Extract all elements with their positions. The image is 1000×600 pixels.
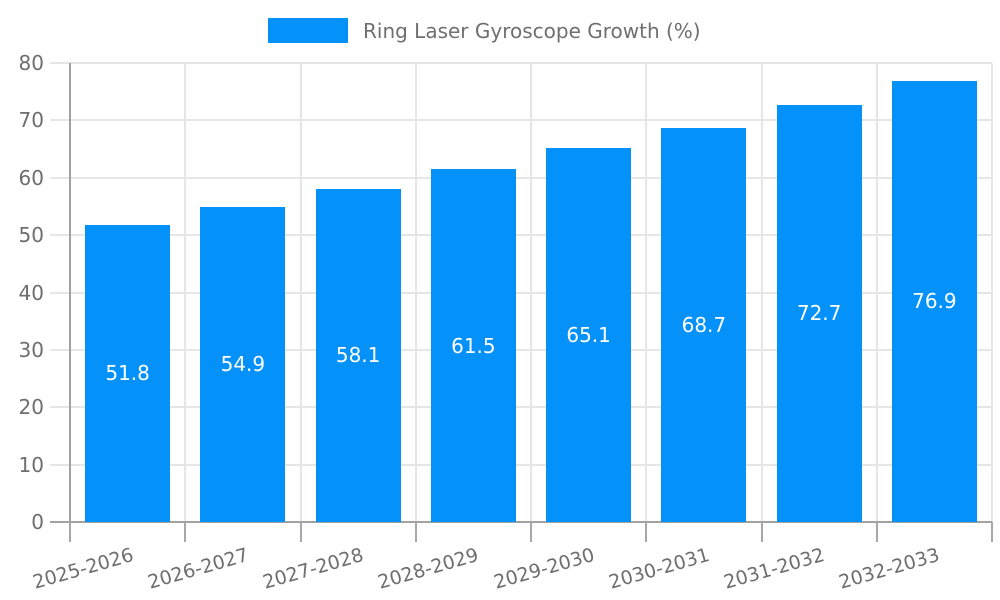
x-axis-line (50, 521, 992, 523)
v-gridline (530, 63, 532, 522)
legend[interactable]: Ring Laser Gyroscope Growth (%) (268, 18, 701, 43)
h-gridline (50, 62, 992, 64)
y-tick-label: 80 (18, 51, 44, 75)
bar: 51.8 (85, 224, 171, 522)
x-tick (69, 522, 71, 542)
y-tick-label: 70 (18, 108, 44, 133)
bar: 76.9 (891, 80, 977, 522)
y-tick-label: 50 (18, 223, 44, 248)
v-gridline (184, 63, 187, 522)
y-tick-label: 60 (18, 165, 44, 190)
x-tick (760, 522, 763, 542)
bar-value-label: 58.1 (335, 343, 381, 368)
bar-value-label: 65.1 (566, 323, 611, 348)
y-tick-label: 30 (18, 337, 44, 362)
bar: 54.9 (200, 207, 286, 522)
v-gridline (875, 63, 878, 522)
y-tick-label: 40 (18, 280, 44, 305)
x-tick (530, 522, 532, 542)
h-gridline (50, 119, 992, 122)
h-gridline (50, 234, 992, 237)
bar: 58.1 (315, 188, 401, 522)
v-gridline (414, 63, 417, 522)
h-gridline (50, 406, 992, 409)
bar-value-label: 68.7 (681, 312, 727, 337)
x-tick (875, 522, 878, 542)
h-gridline (50, 291, 992, 294)
x-tick (414, 522, 417, 542)
h-gridline (50, 176, 992, 179)
v-gridline (645, 63, 648, 522)
bar: 68.7 (661, 127, 747, 522)
bar-value-label: 51.8 (105, 361, 150, 386)
y-tick-label: 20 (18, 395, 44, 420)
x-tick (299, 522, 302, 542)
x-tick (991, 522, 993, 542)
bar-value-label: 76.9 (912, 289, 957, 314)
h-gridline (50, 463, 992, 466)
x-tick (184, 522, 187, 542)
v-gridline (760, 63, 763, 522)
bar: 72.7 (776, 104, 862, 522)
h-gridline (50, 348, 992, 351)
v-gridline (299, 63, 302, 522)
bar-value-label: 61.5 (451, 333, 496, 358)
y-tick-label: 10 (18, 452, 44, 477)
bar: 65.1 (546, 148, 632, 522)
bar: 61.5 (430, 169, 516, 522)
bar-value-label: 54.9 (220, 352, 266, 377)
y-tick-label: 0 (31, 510, 44, 534)
x-tick (645, 522, 648, 542)
y-axis-line (69, 63, 71, 542)
legend-label: Ring Laser Gyroscope Growth (%) (363, 18, 701, 43)
legend-swatch-icon (268, 18, 348, 43)
v-gridline (991, 63, 993, 522)
bar-value-label: 72.7 (796, 301, 842, 326)
